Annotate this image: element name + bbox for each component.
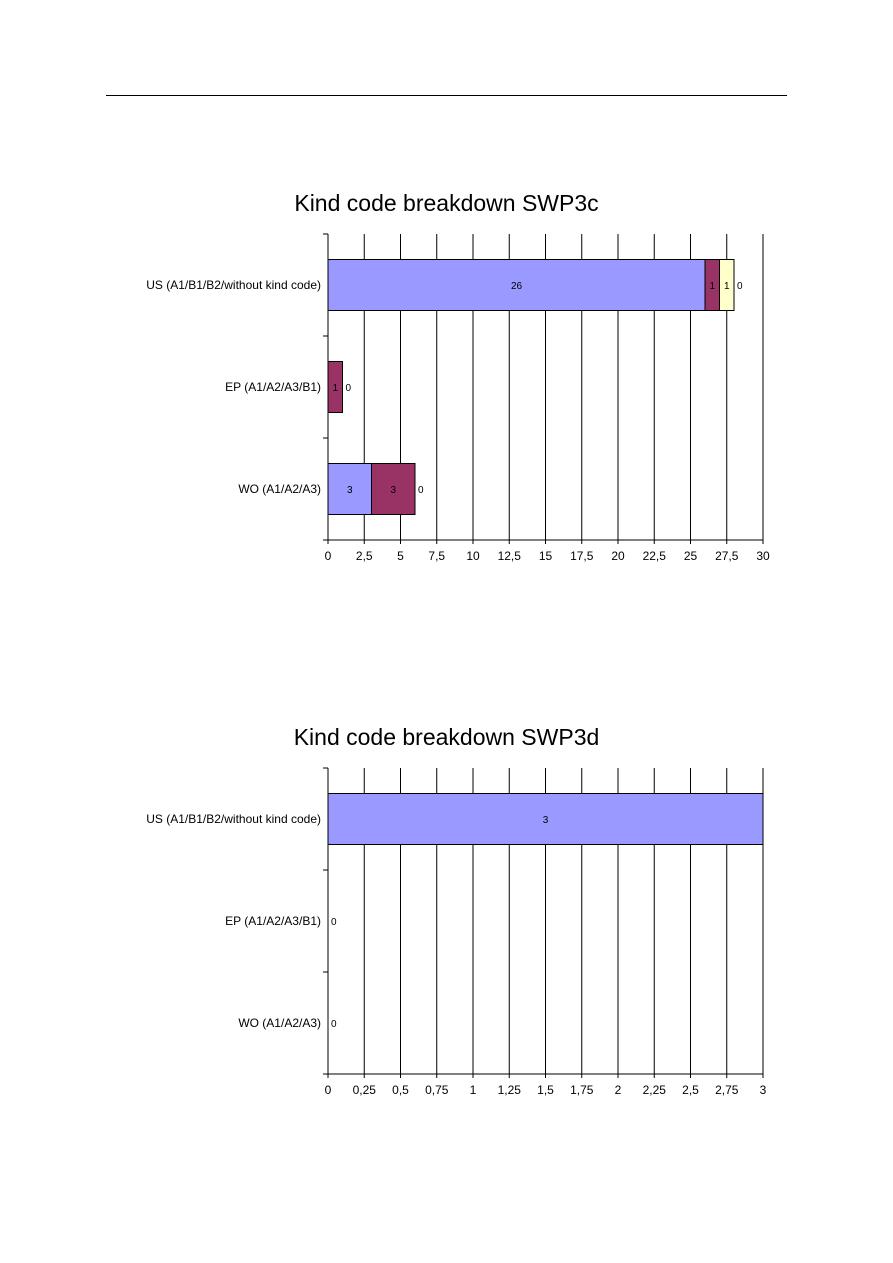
category-label: WO (A1/A2/A3) (238, 482, 321, 496)
x-tick-label: 17,5 (570, 549, 594, 563)
bar-segment (719, 259, 735, 311)
x-tick-label: 2,5 (682, 1083, 699, 1097)
bar-segment (327, 793, 764, 845)
x-tick-label: 7,5 (428, 549, 445, 563)
x-tick-label: 1,25 (498, 1083, 522, 1097)
category-label: EP (A1/A2/A3/B1) (225, 380, 321, 394)
x-tick-label: 1,5 (537, 1083, 554, 1097)
bar-segment (371, 463, 416, 515)
category-label: US (A1/B1/B2/without kind code) (146, 278, 321, 292)
data-label: 1 (724, 281, 730, 292)
bar-segment (327, 259, 706, 311)
data-label: 1 (332, 383, 338, 394)
x-tick-label: 3 (760, 1083, 767, 1097)
data-label: 0 (331, 917, 337, 928)
data-label: 3 (390, 485, 396, 496)
header-rule (106, 95, 787, 96)
x-tick-label: 20 (611, 549, 625, 563)
x-tick-label: 2,5 (356, 549, 373, 563)
x-tick-label: 0 (325, 1083, 332, 1097)
x-tick-label: 2 (615, 1083, 622, 1097)
data-label: 0 (331, 1019, 337, 1030)
x-tick-label: 0,5 (392, 1083, 409, 1097)
data-label: 0 (346, 383, 352, 394)
x-tick-label: 22,5 (643, 549, 667, 563)
x-tick-label: 27,5 (715, 549, 739, 563)
chart-title-swp3c: Kind code breakdown SWP3c (294, 190, 599, 216)
data-label: 3 (347, 485, 353, 496)
x-tick-label: 15 (539, 549, 553, 563)
bar-segment (327, 361, 343, 413)
x-tick-label: 25 (684, 549, 698, 563)
category-label: EP (A1/A2/A3/B1) (225, 914, 321, 928)
data-label: 26 (511, 281, 523, 292)
x-tick-label: 1,75 (570, 1083, 594, 1097)
chart-swp3d: 0 0,25 0,5 0,75 1 1,25 1,5 1,75 2 2,25 2,5 2,75 3 US … (146, 767, 767, 1097)
bar-segment (327, 463, 372, 515)
data-label: 0 (418, 485, 424, 496)
data-label: 1 (709, 281, 715, 292)
x-tick-label: 1 (470, 1083, 477, 1097)
x-tick-label: 30 (756, 549, 770, 563)
data-label: 3 (543, 815, 549, 826)
x-tick-label: 2,75 (715, 1083, 739, 1097)
x-tick-label: 10 (466, 549, 480, 563)
category-label: US (A1/B1/B2/without kind code) (146, 812, 321, 826)
chart-title-swp3d: Kind code breakdown SWP3d (293, 724, 600, 750)
x-tick-label: 0 (325, 549, 332, 563)
x-tick-label: 2,25 (643, 1083, 667, 1097)
x-tick-label: 0,25 (353, 1083, 377, 1097)
category-label: WO (A1/A2/A3) (238, 1016, 321, 1030)
x-tick-label: 12,5 (498, 549, 522, 563)
x-tick-label: 5 (397, 549, 404, 563)
x-tick-label: 0,75 (425, 1083, 449, 1097)
data-label: 0 (737, 281, 743, 292)
